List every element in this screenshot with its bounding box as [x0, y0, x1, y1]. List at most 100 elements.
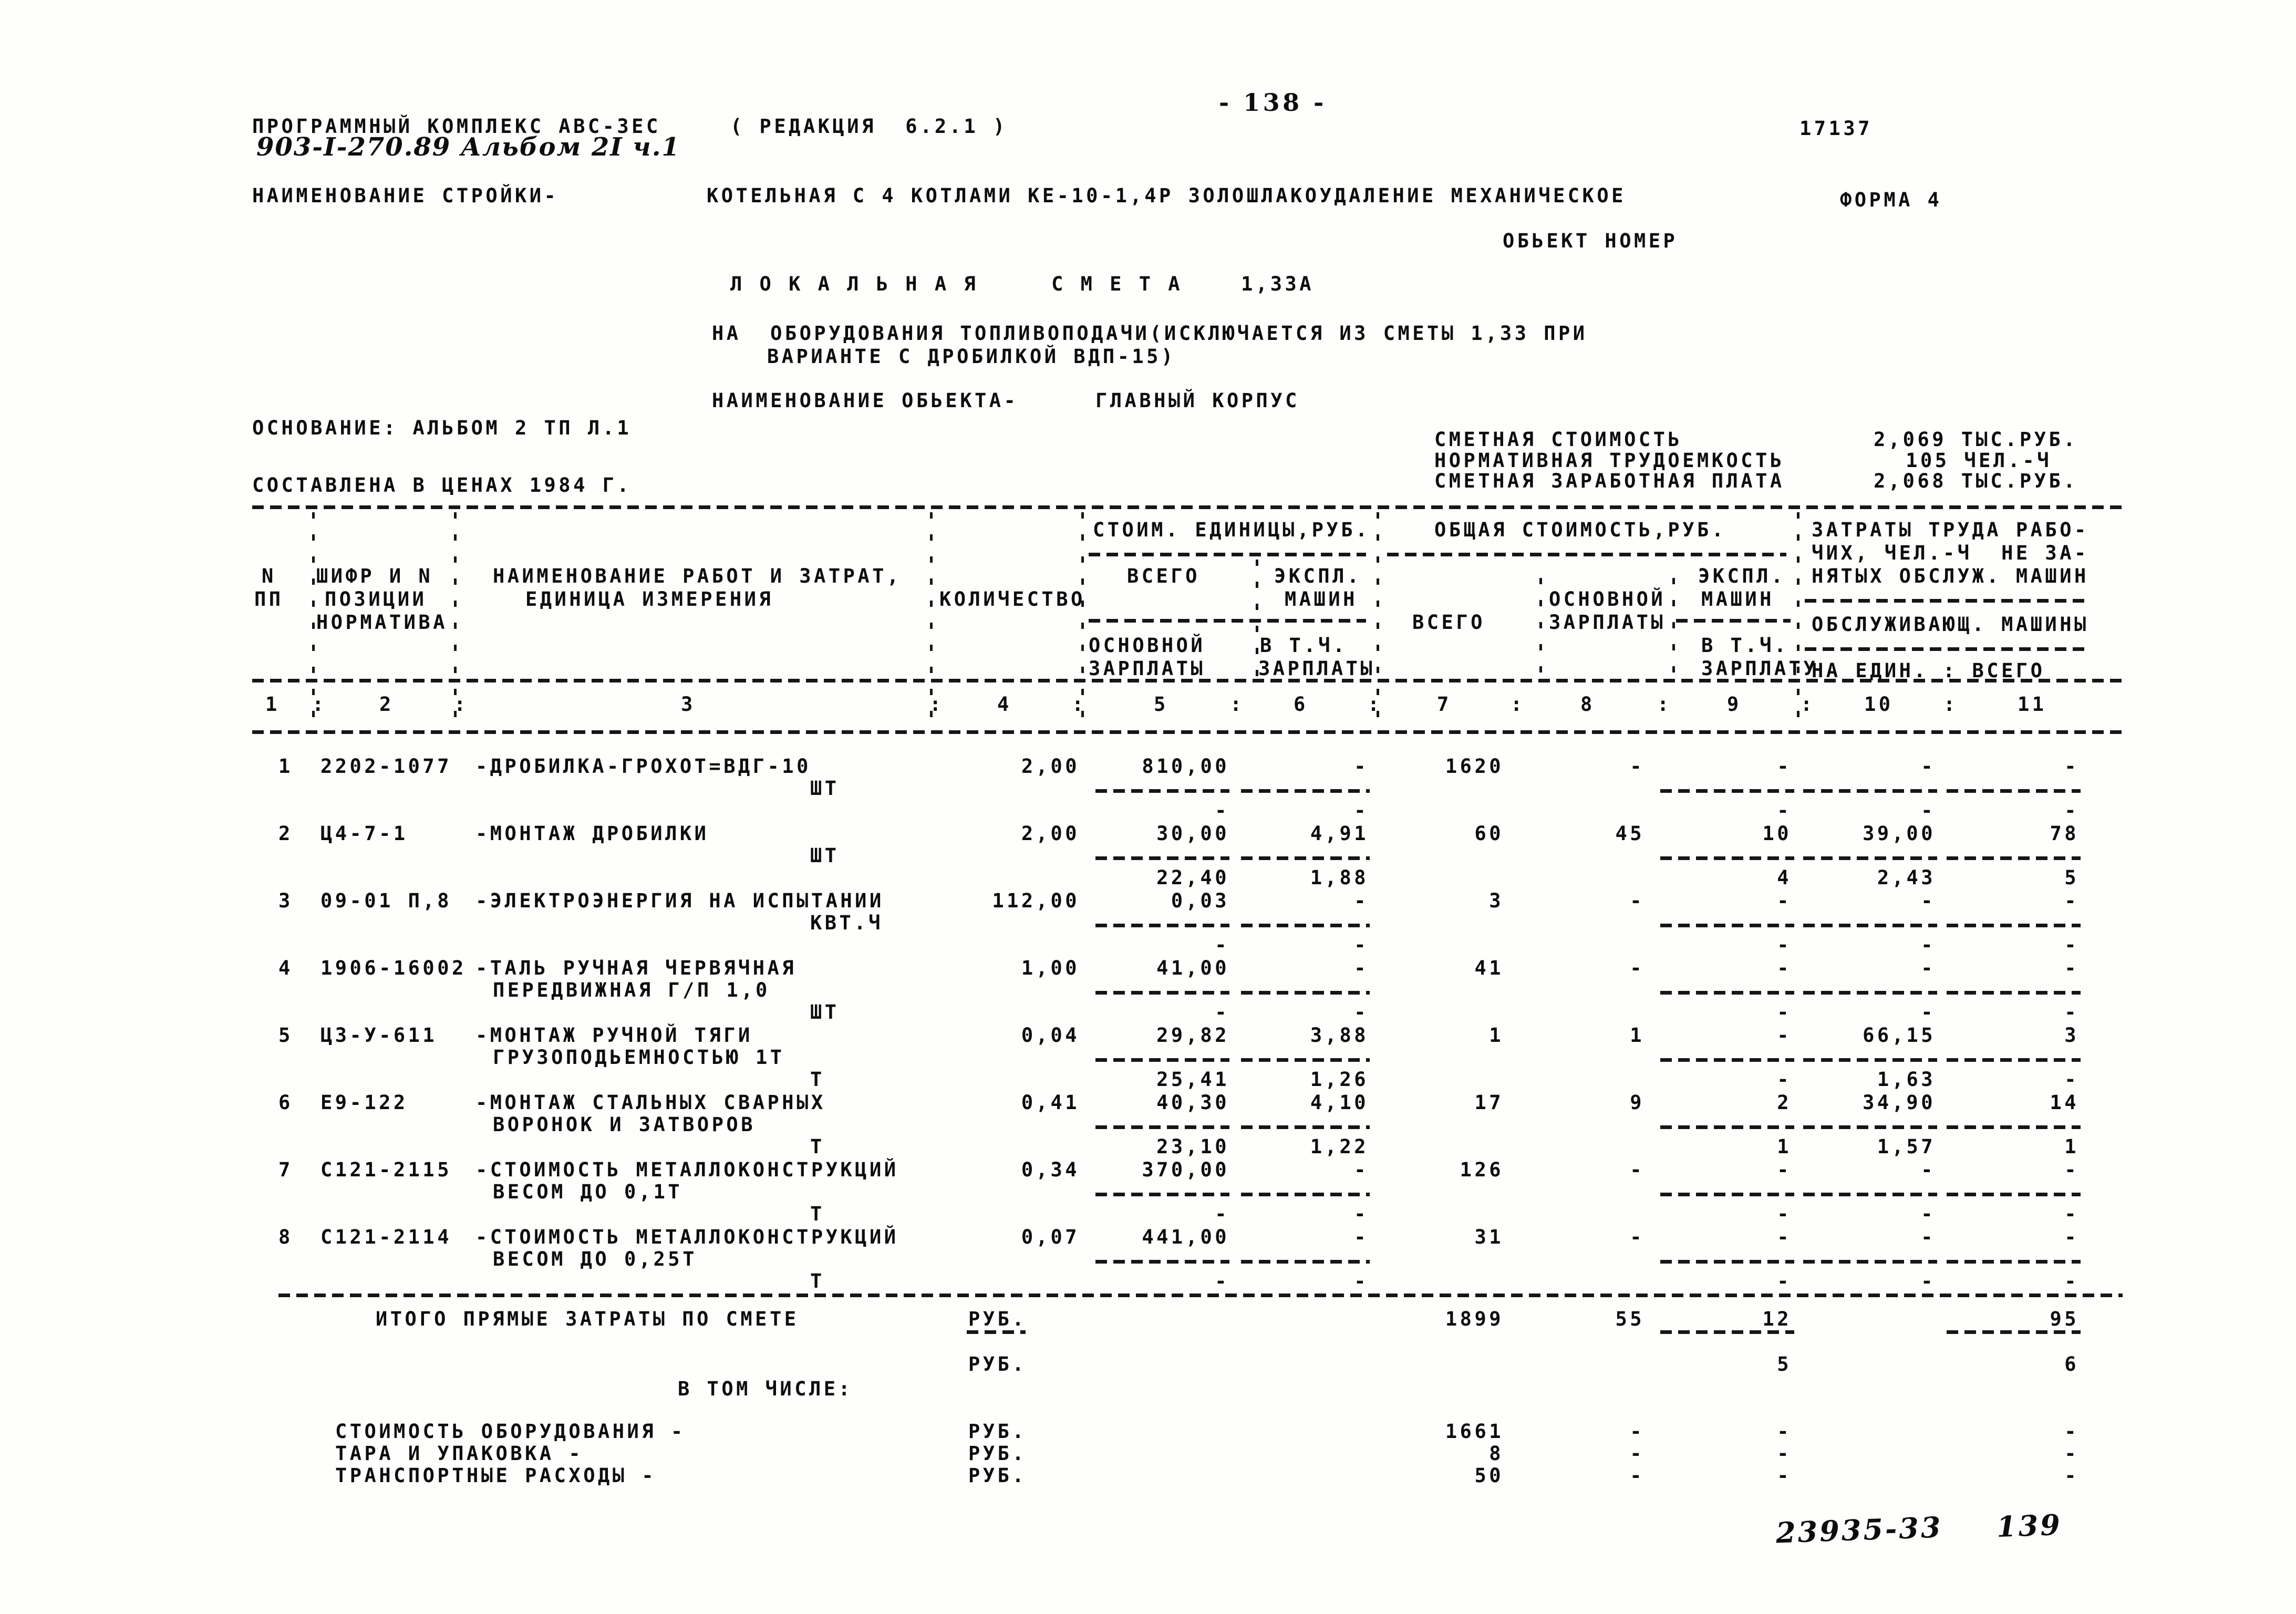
object-number-label: ОБЬЕКТ НОМЕР	[1503, 230, 1678, 252]
dashed-rule	[1095, 1260, 1229, 1264]
dashed-rule	[278, 1294, 2123, 1297]
total-salary-label: СМЕТНАЯ ЗАРАБОТНАЯ ПЛАТА	[1434, 470, 1785, 492]
cell-base-salary: -	[1630, 1226, 1645, 1248]
dashed-rule	[252, 505, 2123, 509]
row-unit: ШТ	[810, 844, 840, 867]
column-number-separator: :	[1801, 693, 1815, 716]
cell-base-salary: -	[1630, 1158, 1645, 1181]
row-norm-code: 1906-16002	[320, 957, 467, 979]
cell-total-cost: 41	[1474, 957, 1504, 979]
including-base-salary: -	[1630, 1442, 1645, 1465]
cell-sub-labor-total: -	[2064, 799, 2079, 822]
dashed-rule	[1947, 1125, 2081, 1129]
cell-sub-unit-cost-total: -	[1215, 1001, 1229, 1023]
column-number: 11	[2018, 693, 2047, 716]
row-norm-code: 2202-1077	[320, 755, 452, 778]
row-unit: Т	[810, 1270, 825, 1292]
row-number: 2	[278, 822, 293, 845]
cell-base-salary: 1	[1630, 1024, 1645, 1047]
row-norm-code: С121-2115	[320, 1158, 452, 1181]
cell-quantity: 2,00	[1021, 755, 1080, 778]
row-unit: КВТ.Ч	[810, 912, 883, 934]
dashed-rule	[1089, 619, 1366, 623]
cell-sub-unit-cost-total: 23,10	[1156, 1135, 1229, 1158]
row-unit: Т	[810, 1135, 825, 1158]
cell-sub-labor-per-unit: 1,57	[1877, 1135, 1936, 1158]
col-labor-line3: НЯТЫХ ОБСЛУЖ. МАШИН	[1812, 565, 2089, 587]
including-base-salary: -	[1630, 1464, 1645, 1487]
program-name: ПРОГРАММНЫЙ КОМПЛЕКС АВС-3ЕС	[252, 115, 661, 138]
dashed-rule	[1660, 1125, 1794, 1129]
including-row-unit: РУБ.	[968, 1464, 1027, 1487]
dashed-rule	[1803, 1260, 1937, 1264]
including-total-cost: 8	[1489, 1442, 1504, 1465]
dashed-rule	[967, 1330, 1026, 1334]
cell-sub-machines: -	[1777, 1001, 1792, 1023]
including-row-unit: РУБ.	[968, 1442, 1027, 1465]
cell-quantity: 0,04	[1021, 1024, 1080, 1047]
cell-sub-unit-cost-total: 22,40	[1156, 866, 1229, 889]
cell-sub-unit-cost-machines: 1,26	[1310, 1068, 1369, 1091]
cell-base-salary: -	[1630, 957, 1645, 979]
dashed-rule	[1947, 789, 2081, 793]
cell-sub-unit-cost-machines: -	[1354, 1270, 1369, 1292]
cell-sub-labor-per-unit: -	[1921, 1203, 1936, 1225]
program-edition: ( РЕДАКЦИЯ 6.2.1 )	[730, 115, 1008, 138]
col-tc-base-line2: ЗАРПЛАТЫ	[1549, 611, 1666, 634]
dashed-rule	[1803, 924, 1937, 927]
col-group-unit-cost: СТОИМ. ЕДИНИЦЫ,РУБ.	[1093, 519, 1370, 541]
cell-total-cost: 60	[1474, 822, 1504, 845]
dashed-rule	[1660, 789, 1794, 793]
cell-sub-unit-cost-total: -	[1215, 1203, 1229, 1225]
cell-machines-cost: -	[1777, 755, 1792, 778]
dashed-rule	[1095, 1058, 1229, 1062]
cell-unit-cost-machines: -	[1354, 755, 1369, 778]
row-number: 5	[278, 1024, 293, 1047]
col-quantity: КОЛИЧЕСТВО	[939, 588, 1085, 611]
cell-labor-total: -	[2064, 755, 2079, 778]
cell-sub-machines: -	[1777, 1068, 1792, 1091]
including-total-cost: 1661	[1445, 1420, 1504, 1443]
col-uc-base-line1: ОСНОВНОЙ	[1089, 634, 1206, 657]
cell-unit-cost-machines: -	[1354, 1226, 1369, 1248]
cell-machines-cost: 2	[1777, 1091, 1792, 1114]
col-uc-vtch-line2: ЗАРПЛАТЫ	[1258, 657, 1375, 680]
cell-base-salary: 45	[1615, 822, 1645, 845]
row-work-name-cont: ВОРОНОК И ЗАТВОРОВ	[493, 1113, 756, 1136]
column-number-separator: :	[454, 693, 469, 716]
dashed-rule	[1947, 1058, 2081, 1062]
including-labor-total: -	[2064, 1442, 2079, 1465]
dashed-rule	[1095, 1125, 1229, 1129]
totals-total: 1899	[1445, 1308, 1504, 1330]
cell-sub-unit-cost-total: 25,41	[1156, 1068, 1229, 1091]
dashed-rule	[1089, 553, 1366, 556]
col-uc-base-line2: ЗАРПЛАТЫ	[1089, 657, 1206, 680]
cell-unit-cost-total: 29,82	[1156, 1024, 1229, 1047]
cell-labor-total: -	[2064, 889, 2079, 912]
dashed-rule	[1241, 1058, 1370, 1062]
col-code-line3: НОРМАТИВА	[316, 611, 448, 634]
row-work-name: -СТОИМОСТЬ МЕТАЛЛОКОНСТРУКЦИЙ	[475, 1226, 899, 1248]
dashed-rule	[252, 730, 2123, 734]
column-number: 6	[1294, 693, 1308, 716]
cell-total-cost: 1620	[1445, 755, 1504, 778]
total-cost-value: 2,069 ТЫС.РУБ.	[1874, 428, 2078, 451]
cell-labor-total: -	[2064, 1158, 2079, 1181]
cell-sub-labor-total: 5	[2064, 866, 2079, 889]
cell-unit-cost-machines: -	[1354, 1158, 1369, 1181]
row-work-name: -МОНТАЖ СТАЛЬНЫХ СВАРНЫХ	[475, 1091, 826, 1114]
row-unit: ШТ	[810, 1001, 840, 1023]
dashed-rule	[1660, 1058, 1794, 1062]
column-number-separator: :	[1072, 693, 1087, 716]
row-norm-code: С121-2114	[320, 1226, 452, 1248]
col-labor-line2: ЧИХ, ЧЕЛ.-Ч НЕ ЗА-	[1812, 542, 2089, 564]
row-number: 3	[278, 889, 293, 912]
cell-base-salary: 9	[1630, 1091, 1645, 1114]
object-name-value: ГЛАВНЫЙ КОРПУС	[1095, 389, 1300, 412]
col-tc-mach-line1: ЭКСПЛ.	[1698, 565, 1786, 587]
dotted-column-separator	[312, 512, 315, 728]
cell-base-salary: -	[1630, 755, 1645, 778]
cell-sub-labor-per-unit: -	[1921, 934, 1936, 956]
cell-labor-total: -	[2064, 957, 2079, 979]
